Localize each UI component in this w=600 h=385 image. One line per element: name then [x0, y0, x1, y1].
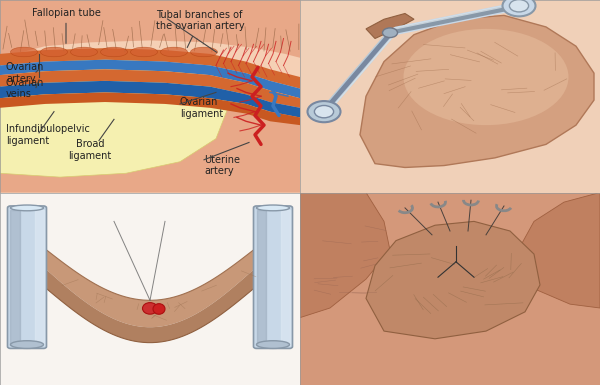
Ellipse shape: [11, 47, 37, 57]
Polygon shape: [0, 48, 300, 89]
Text: Tubal branches of
the ovarian artery: Tubal branches of the ovarian artery: [156, 10, 245, 47]
Polygon shape: [0, 81, 300, 117]
Polygon shape: [300, 192, 390, 318]
Ellipse shape: [11, 205, 44, 211]
Ellipse shape: [161, 47, 187, 57]
Polygon shape: [300, 192, 600, 385]
Polygon shape: [0, 60, 300, 98]
Text: Broad
ligament: Broad ligament: [68, 139, 112, 161]
FancyBboxPatch shape: [7, 206, 47, 348]
Circle shape: [503, 0, 536, 16]
Ellipse shape: [41, 47, 67, 57]
Polygon shape: [366, 221, 540, 339]
Ellipse shape: [257, 205, 290, 211]
Text: Ovarian
artery: Ovarian artery: [6, 62, 44, 84]
Ellipse shape: [153, 304, 165, 314]
Text: Fallopian tube: Fallopian tube: [32, 8, 100, 44]
Polygon shape: [0, 0, 300, 62]
Ellipse shape: [257, 341, 290, 348]
Polygon shape: [366, 13, 414, 38]
Text: Infundibulopelvic
ligament: Infundibulopelvic ligament: [6, 124, 90, 146]
Text: Uterine
artery: Uterine artery: [204, 155, 240, 176]
Circle shape: [308, 101, 341, 122]
Circle shape: [509, 0, 529, 12]
Ellipse shape: [101, 47, 128, 57]
Ellipse shape: [143, 303, 157, 314]
Text: Ovarian
ligament: Ovarian ligament: [180, 97, 223, 119]
Ellipse shape: [71, 47, 98, 57]
FancyBboxPatch shape: [254, 206, 293, 348]
Ellipse shape: [11, 341, 44, 348]
Polygon shape: [516, 192, 600, 308]
Text: Ovarian
veins: Ovarian veins: [6, 78, 44, 99]
Ellipse shape: [191, 47, 218, 57]
Circle shape: [383, 28, 398, 38]
Polygon shape: [0, 104, 300, 192]
Polygon shape: [0, 69, 300, 108]
Ellipse shape: [404, 29, 569, 125]
Circle shape: [314, 105, 334, 118]
Ellipse shape: [131, 47, 157, 57]
Polygon shape: [360, 15, 594, 167]
Polygon shape: [0, 92, 300, 125]
Polygon shape: [0, 58, 228, 177]
